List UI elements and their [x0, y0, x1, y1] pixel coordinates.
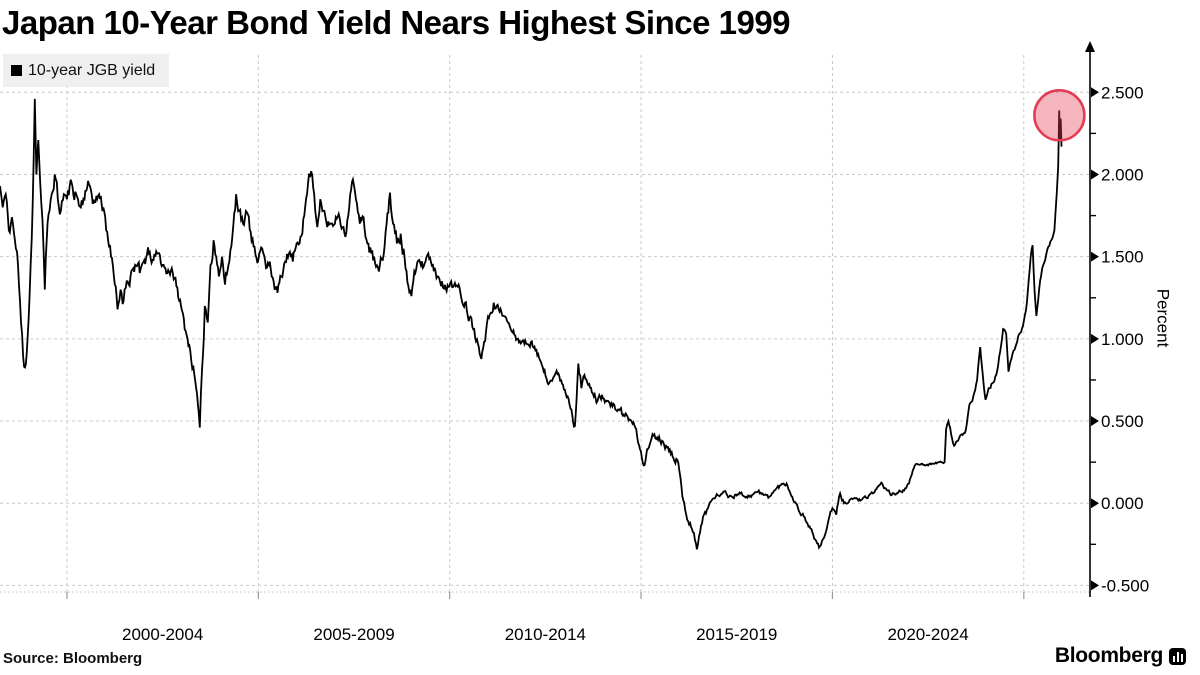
bloomberg-mark-icon: [1169, 647, 1186, 665]
x-tick-label: 2010-2014: [505, 625, 586, 644]
y-tick-label: 1.000: [1101, 330, 1144, 349]
y-tick-label: 1.500: [1101, 248, 1144, 267]
highlight-circle: [1033, 89, 1086, 142]
chart-title: Japan 10-Year Bond Yield Nears Highest S…: [2, 4, 791, 41]
y-major-tick-arrow: [1091, 251, 1099, 262]
x-tick-label: 2000-2004: [122, 625, 203, 644]
y-tick-label: 2.000: [1101, 165, 1144, 184]
y-major-tick-arrow: [1091, 416, 1099, 427]
bloomberg-wordmark: Bloomberg: [1054, 644, 1163, 667]
bloomberg-logo: Bloomberg: [1055, 644, 1186, 668]
x-tick-label: 2005-2009: [313, 625, 394, 644]
x-tick-label: 2020-2024: [887, 625, 968, 644]
y-major-tick-arrow: [1091, 333, 1099, 344]
y-major-tick-arrow: [1091, 580, 1099, 591]
y-tick-label: 0.500: [1101, 412, 1144, 431]
y-axis-title: Percent: [1153, 288, 1173, 348]
y-tick-label: 0.000: [1101, 494, 1144, 513]
legend: 10-year JGB yield: [3, 54, 170, 87]
legend-label: 10-year JGB yield: [28, 61, 156, 79]
source-attribution: Source: Bloomberg: [3, 650, 143, 667]
y-tick-label: 2.500: [1101, 83, 1144, 102]
yield-line: [0, 98, 1063, 550]
y-major-tick-arrow: [1091, 169, 1099, 180]
x-tick-label: 2015-2019: [696, 625, 777, 644]
y-tick-label: -0.500: [1101, 576, 1149, 595]
y-major-tick-arrow: [1091, 498, 1099, 509]
y-major-tick-arrow: [1091, 87, 1099, 98]
y-axis-arrow-icon: [1085, 41, 1095, 52]
legend-marker-icon: [11, 65, 22, 76]
